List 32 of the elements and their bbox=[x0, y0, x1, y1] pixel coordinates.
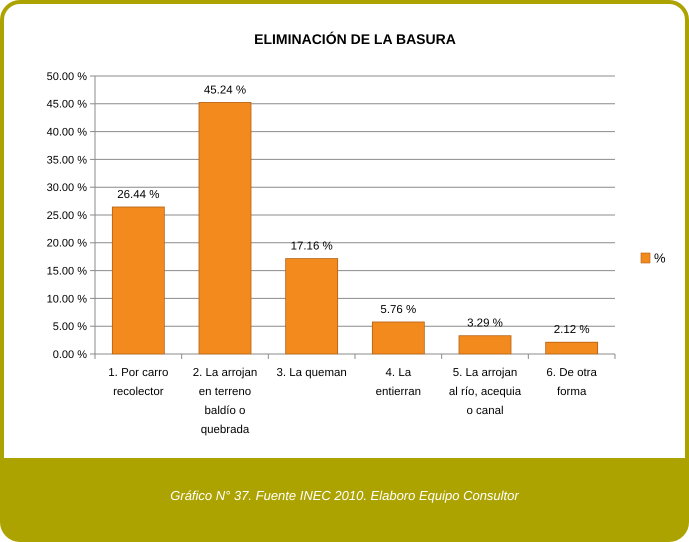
chart-title: ELIMINACIÓN DE LA BASURA bbox=[254, 31, 456, 47]
text: 2.12 % bbox=[554, 324, 590, 336]
x-tick-label: 4. La entierran bbox=[376, 367, 422, 398]
bar bbox=[198, 102, 252, 354]
x-tick-label: 1. Por carro recolector bbox=[108, 367, 168, 398]
bar bbox=[458, 335, 512, 354]
y-tick-label: 30.00 % bbox=[46, 182, 88, 194]
y-tick-label: 0.00 % bbox=[52, 348, 88, 361]
x-tick-label: 3. La queman bbox=[276, 367, 347, 379]
x-tick-label: 2. La arrojan en terreno baldío o quebrada bbox=[192, 367, 258, 436]
bar bbox=[285, 258, 338, 354]
text: 26.44 % bbox=[117, 188, 160, 201]
y-tick-label: 40.00 % bbox=[46, 126, 88, 138]
text: 5.76 % bbox=[380, 304, 416, 316]
x-tick-label: 5. La arrojan al río, acequia o canal bbox=[448, 367, 522, 417]
x-tick-label: 6. De otra forma bbox=[546, 367, 598, 398]
y-tick-label: 10.00 % bbox=[46, 293, 88, 306]
text: 45.24 % bbox=[204, 84, 246, 96]
y-tick-label: 25.00 % bbox=[46, 210, 88, 222]
y-tick-label: 5.00 % bbox=[52, 321, 88, 334]
y-tick-label: 45.00 % bbox=[46, 98, 88, 111]
text: Gráfico N° 37. Fuente INEC 2010. Elaboro Equipo Consultor bbox=[170, 488, 520, 503]
bar bbox=[545, 342, 598, 354]
legend-label: % bbox=[654, 250, 666, 266]
y-tick-label: 15.00 % bbox=[46, 265, 88, 278]
y-tick-label: 20.00 % bbox=[46, 238, 88, 250]
bar bbox=[112, 206, 165, 354]
text: 3.29 % bbox=[467, 318, 503, 330]
y-tick-label: 35.00 % bbox=[46, 154, 88, 166]
text: 17.16 % bbox=[290, 240, 333, 253]
y-tick-label: 50.00 % bbox=[46, 70, 88, 83]
bar bbox=[372, 322, 425, 354]
